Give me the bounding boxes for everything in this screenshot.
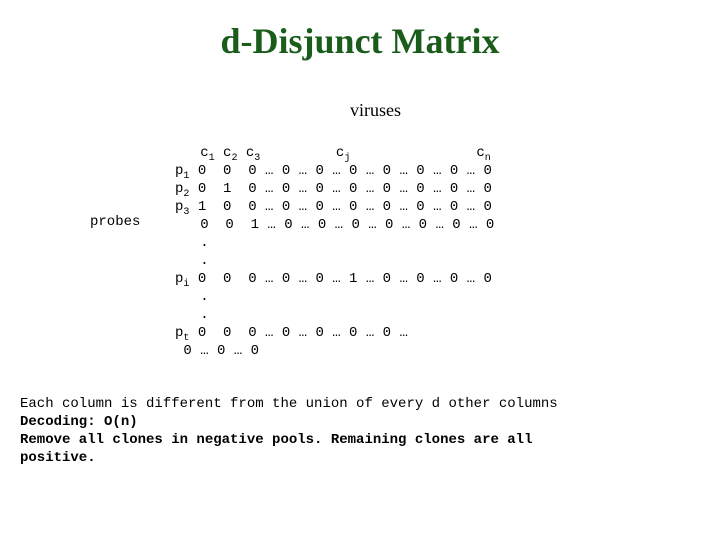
matrix-row-p3: p3 1 0 0 … 0 … 0 … 0 … 0 … 0 … 0 … 0	[175, 199, 492, 215]
matrix-block: c1 c2 c3 cj cn p1 0 0 0 … 0 … 0 … 0 … 0 …	[175, 126, 494, 360]
explain-line-1: Each column is different from the union …	[20, 396, 558, 412]
matrix-row-pi: pi 0 0 0 … 0 … 0 … 1 … 0 … 0 … 0 … 0	[175, 271, 492, 287]
matrix-dot-1: .	[175, 235, 209, 251]
matrix-row-pt: pt 0 0 0 … 0 … 0 … 0 … 0 …	[175, 325, 408, 341]
matrix-row-p2: p2 0 1 0 … 0 … 0 … 0 … 0 … 0 … 0 … 0	[175, 181, 492, 197]
matrix-row-p1: p1 0 0 0 … 0 … 0 … 0 … 0 … 0 … 0 … 0	[175, 163, 492, 179]
probes-label: probes	[90, 214, 140, 230]
explain-line-2: Decoding: O(n)	[20, 414, 138, 430]
matrix-header-row: c1 c2 c3 cj cn	[175, 145, 491, 161]
matrix-dot-3: .	[175, 289, 209, 305]
matrix-dot-2: .	[175, 253, 209, 269]
viruses-label: viruses	[350, 100, 401, 121]
matrix-dot-4: .	[175, 307, 209, 323]
explanation-block: Each column is different from the union …	[20, 395, 700, 467]
page-title: d-Disjunct Matrix	[0, 20, 720, 62]
explain-line-3a: Remove all clones in negative pools. Rem…	[20, 432, 532, 448]
explain-line-3b: positive.	[20, 450, 96, 466]
matrix-row-last: 0 … 0 … 0	[175, 343, 259, 359]
matrix-row-4: 0 0 1 … 0 … 0 … 0 … 0 … 0 … 0 … 0	[175, 217, 494, 233]
